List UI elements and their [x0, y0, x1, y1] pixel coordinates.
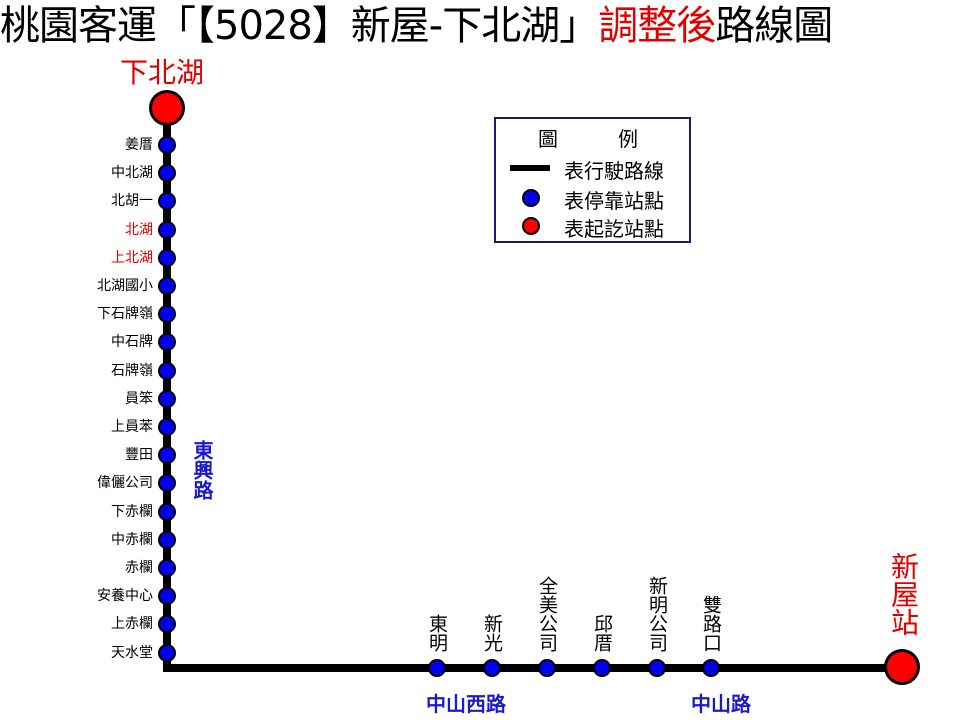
stop-label: 安養中心: [97, 588, 153, 605]
stop-label: 上員苯: [111, 419, 153, 435]
legend-terminal-swatch: [522, 217, 540, 235]
stop-marker: [158, 389, 176, 408]
title-suffix: 路線圖: [715, 3, 833, 49]
stop-marker: [158, 559, 176, 577]
start-terminal-label: 下北湖: [120, 56, 205, 89]
legend-stop-swatch: [522, 189, 540, 207]
route-line-horizontal: [163, 664, 903, 672]
end-terminal-marker: [884, 649, 920, 685]
stop-marker: [158, 446, 176, 465]
stop-marker: [158, 192, 176, 211]
title-highlight: 調整後: [598, 3, 716, 49]
stop-marker: [158, 615, 176, 634]
start-terminal-marker: [149, 90, 185, 126]
stop-marker: [538, 659, 556, 677]
stop-label: 北胡一: [111, 193, 153, 210]
stop-label: 中北湖: [111, 165, 153, 182]
stop-label: 姜厝: [125, 137, 153, 153]
legend-route-label: 表行駛路線: [564, 159, 664, 183]
stop-label: 全美公司: [536, 576, 558, 652]
stop-marker: [158, 530, 176, 549]
road-label-zhongshan: 中山路: [691, 692, 751, 716]
stop-marker: [702, 659, 720, 677]
page-title: 桃園客運「【5028】新屋-下北湖」調整後路線圖: [0, 2, 960, 50]
stop-marker: [593, 659, 611, 677]
legend-title: 圖 例: [538, 127, 638, 151]
stop-label: 下石牌嶺: [97, 306, 153, 323]
stop-label: 下赤欄: [111, 503, 153, 520]
stop-marker: [428, 659, 446, 677]
stop-marker: [158, 643, 176, 662]
stop-marker: [158, 136, 176, 154]
stop-marker: [158, 305, 176, 324]
road-label-zhongshan-west: 中山西路: [426, 692, 506, 716]
stop-label: 豐田: [125, 447, 153, 464]
stop-marker: [158, 418, 176, 436]
stop-marker: [158, 220, 176, 239]
road-label-donghsing: 東興路: [190, 440, 214, 500]
stop-label: 偉儷公司: [97, 475, 153, 492]
stop-label: 北湖國小: [97, 278, 153, 294]
stop-marker: [158, 164, 176, 183]
stop-marker: [158, 361, 176, 380]
stop-marker: [158, 248, 176, 267]
stop-label: 雙路口: [700, 595, 722, 652]
stop-label: 北湖: [125, 221, 153, 238]
stop-label: 新明公司: [646, 576, 668, 652]
stop-label: 中赤欄: [111, 531, 153, 548]
stop-marker: [158, 333, 176, 352]
legend: 圖 例 表行駛路線 表停靠站點 表起訖站點: [494, 117, 691, 243]
legend-route-swatch: [510, 165, 550, 171]
end-terminal-label: 新屋站: [887, 552, 920, 636]
stop-marker: [158, 502, 176, 521]
stop-label: 上北湖: [111, 249, 153, 266]
stop-label: 員笨: [125, 390, 153, 407]
legend-stop-label: 表停靠站點: [564, 189, 664, 213]
legend-terminal-label: 表起訖站點: [564, 217, 664, 241]
title-main: 桃園客運「【5028】新屋-下北湖」: [0, 3, 599, 49]
stop-label: 石牌嶺: [111, 362, 153, 379]
stop-marker: [483, 659, 501, 677]
stop-marker: [648, 659, 666, 677]
stop-marker: [158, 587, 176, 606]
stop-marker: [158, 277, 176, 295]
stop-label: 邱厝: [591, 614, 613, 652]
stop-label: 上赤欄: [111, 616, 153, 633]
stop-marker: [158, 474, 176, 493]
stop-label: 天水堂: [111, 644, 153, 661]
stop-label: 東明: [426, 614, 448, 652]
stop-label: 中石牌: [111, 334, 153, 351]
stop-label: 赤欄: [125, 560, 153, 576]
stop-label: 新光: [481, 614, 503, 652]
